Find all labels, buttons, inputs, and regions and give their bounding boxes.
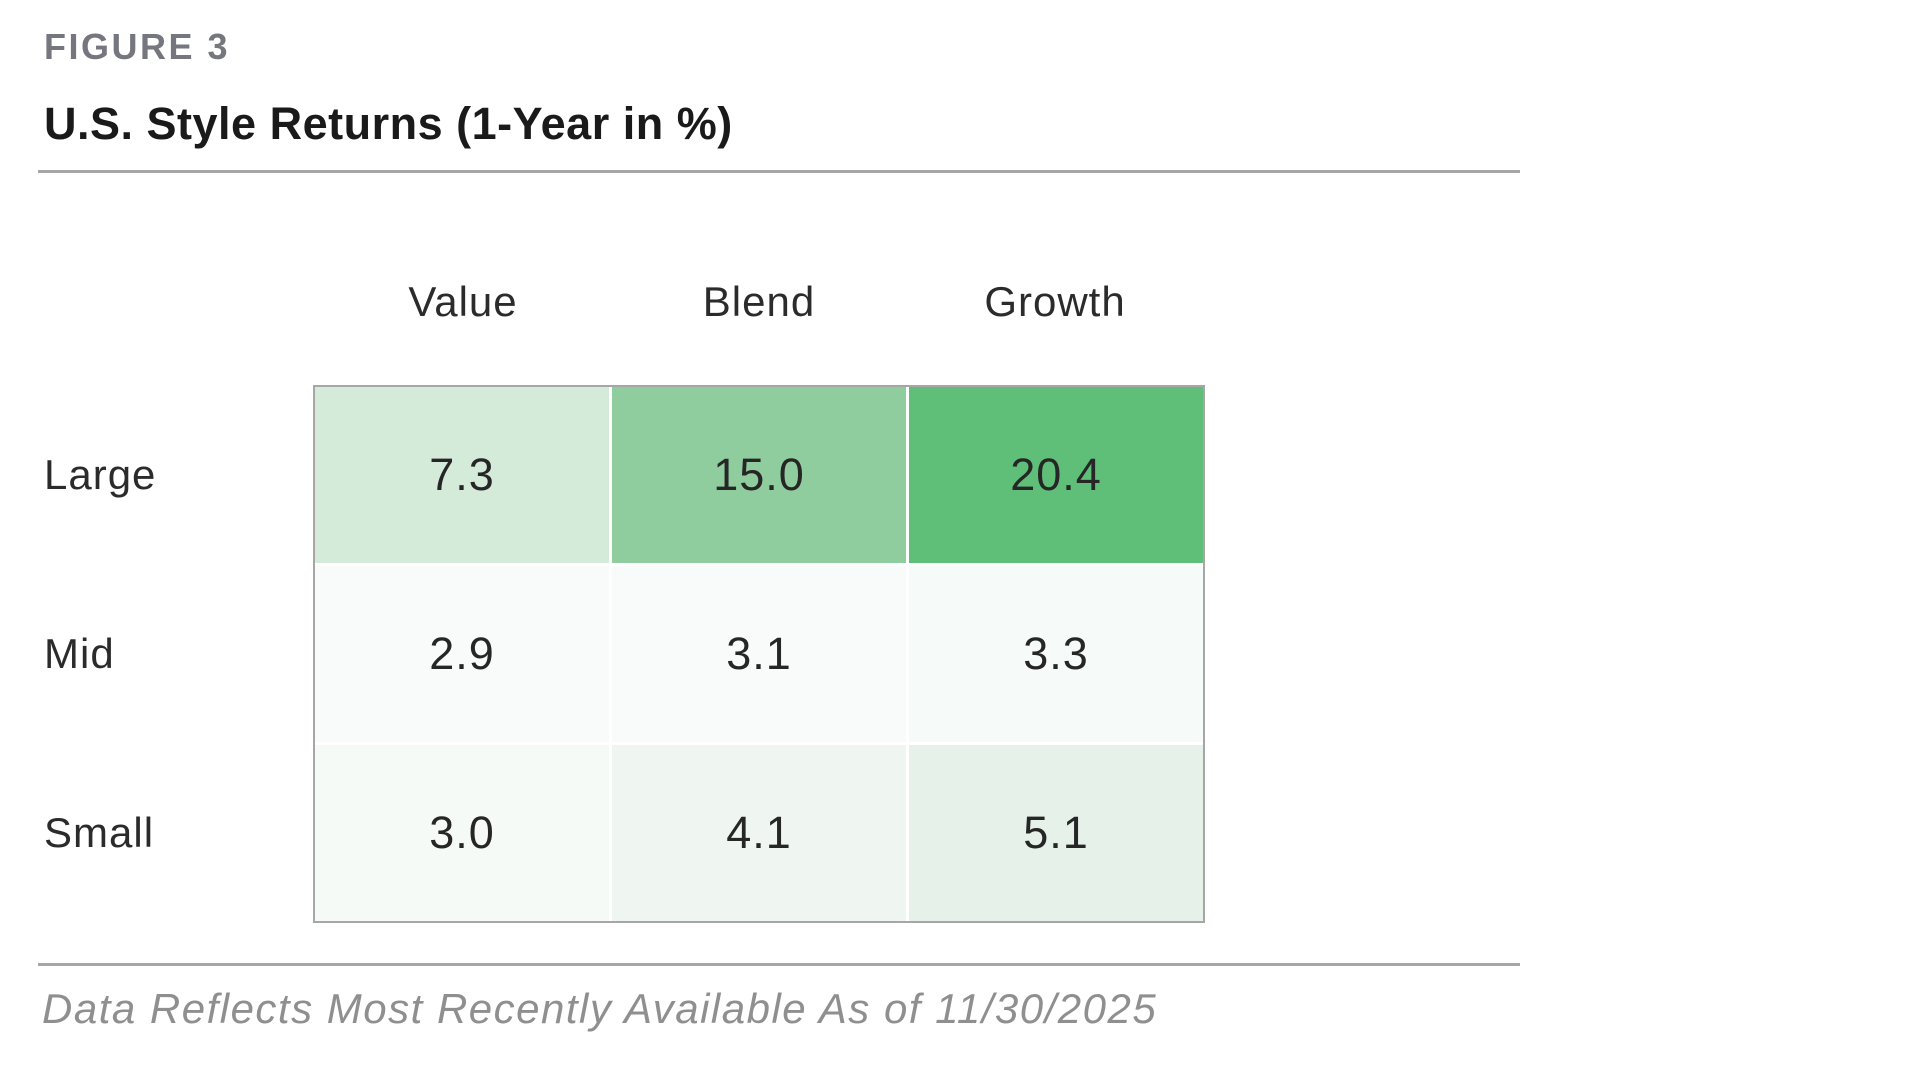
heatmap-cell-mid-value: 2.9: [315, 566, 609, 742]
data-as-of-footnote: Data Reflects Most Recently Available As…: [42, 985, 1158, 1032]
style-box-heatmap: 7.3 15.0 20.4 2.9 3.1 3.3 3.0 4.1 5.1: [315, 387, 1203, 921]
figure-title: U.S. Style Returns (1-Year in %): [44, 98, 733, 149]
column-header-growth: Growth: [984, 278, 1126, 325]
figure-number-label: FIGURE 3: [44, 26, 231, 67]
heatmap-cell-small-growth: 5.1: [909, 745, 1203, 921]
title-divider-rule: [38, 170, 1520, 173]
heatmap-cell-mid-growth: 3.3: [909, 566, 1203, 742]
row-label-small: Small: [44, 809, 155, 857]
heatmap-cell-large-growth: 20.4: [909, 387, 1203, 563]
row-labels: Large Mid Small: [44, 385, 274, 923]
heatmap-cell-small-blend: 4.1: [612, 745, 906, 921]
heatmap-cell-large-value: 7.3: [315, 387, 609, 563]
column-headers: Value Blend Growth: [315, 278, 1203, 326]
footer-divider-rule: [38, 963, 1520, 966]
row-label-large: Large: [44, 450, 157, 498]
column-header-blend: Blend: [702, 278, 816, 325]
style-box-table-frame: 7.3 15.0 20.4 2.9 3.1 3.3 3.0 4.1 5.1: [313, 385, 1205, 923]
heatmap-cell-mid-blend: 3.1: [612, 566, 906, 742]
heatmap-cell-small-value: 3.0: [315, 745, 609, 921]
row-label-mid: Mid: [44, 629, 115, 677]
heatmap-cell-large-blend: 15.0: [612, 387, 906, 563]
column-header-value: Value: [408, 278, 518, 325]
